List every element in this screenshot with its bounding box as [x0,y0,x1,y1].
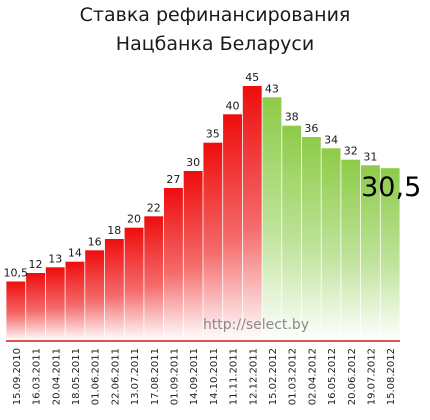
bar-01.06.2011 [85,250,105,341]
value-label-14.10.2011: 35 [206,128,220,141]
bar-16.05.2012 [321,148,341,341]
value-label-16.03.2011: 12 [29,258,43,271]
bar-01.09.2011 [164,188,183,341]
date-label-15.08.2012: 15.08.2012 [386,348,397,405]
bar-22.06.2011 [104,239,124,341]
bar-02.04.2012 [301,137,321,341]
bar-01.03.2012 [282,125,302,341]
value-label-11.11.2011: 40 [226,99,240,112]
date-label-12.12.2011: 12.12.2011 [248,348,259,405]
value-label-19.07.2012: 31 [363,150,377,163]
date-label-15.09.2010: 15.09.2010 [12,348,23,405]
date-label-22.06.2011: 22.06.2011 [110,348,121,405]
value-label-12.12.2011: 45 [245,71,259,84]
value-label-18.05.2011: 14 [68,247,82,260]
date-labels: 15.09.2010 16.03.2011 20.04.2011 18.05.2011… [12,348,397,405]
chart-subtitle: Нацбанка Беларуси [116,33,314,55]
bar-15.08.2012 [380,168,400,341]
date-label-17.08.2011: 17.08.2011 [150,348,161,405]
bar-19.07.2012 [361,165,380,341]
bar-15.09.2010 [6,281,26,341]
date-label-18.05.2011: 18.05.2011 [71,348,82,405]
value-label-22.06.2011: 18 [107,224,121,237]
value-label-15.08.2012: 30,5 [361,172,421,203]
value-label-15.09.2010: 10,5 [4,267,29,280]
bar-20.04.2011 [45,267,65,341]
value-label-01.03.2012: 38 [285,111,299,124]
value-label-01.09.2011: 27 [166,173,180,186]
bar-14.09.2011 [183,171,203,341]
chart-title: Ставка рефинансирования [80,4,351,26]
bar-11.11.2011 [223,114,242,341]
bar-12.12.2011 [242,86,262,341]
bar-series [6,86,400,341]
value-label-20.06.2012: 32 [344,145,358,158]
value-label-17.08.2011: 22 [147,201,161,214]
bar-16.03.2011 [26,273,45,341]
date-label-20.06.2012: 20.06.2012 [347,348,358,405]
date-label-02.04.2012: 02.04.2012 [307,348,318,405]
date-label-20.04.2011: 20.04.2011 [51,348,62,405]
bar-13.07.2011 [124,227,144,341]
value-label-16.05.2012: 34 [324,133,338,146]
bar-18.05.2011 [65,261,85,341]
date-label-16.03.2011: 16.03.2011 [32,348,43,405]
date-label-01.03.2012: 01.03.2012 [288,348,299,405]
date-label-01.06.2011: 01.06.2011 [91,348,102,405]
date-label-15.02.2012: 15.02.2012 [268,348,279,405]
bar-17.08.2011 [144,216,164,341]
date-label-13.07.2011: 13.07.2011 [130,348,141,405]
date-label-19.07.2012: 19.07.2012 [366,348,377,405]
watermark-text: http://select.by [203,317,309,333]
bar-14.10.2011 [203,142,223,341]
date-label-16.05.2012: 16.05.2012 [327,348,338,405]
value-label-15.02.2012: 43 [265,82,279,95]
bar-15.02.2012 [262,97,282,341]
value-label-01.06.2011: 16 [88,235,102,248]
date-label-14.09.2011: 14.09.2011 [189,348,200,405]
value-labels: 10,512 13 14 16 18 20 22 27 30 35 40 45 43 38 36 34 32 31… [4,71,422,280]
value-label-02.04.2012: 36 [304,122,318,135]
value-label-14.09.2011: 30 [186,156,200,169]
date-label-14.10.2011: 14.10.2011 [209,348,220,405]
date-label-01.09.2011: 01.09.2011 [169,348,180,405]
bar-20.06.2012 [341,159,361,341]
value-label-13.07.2011: 20 [127,213,141,226]
value-label-20.04.2011: 13 [48,252,62,265]
date-label-11.11.2011: 11.11.2011 [229,348,240,405]
